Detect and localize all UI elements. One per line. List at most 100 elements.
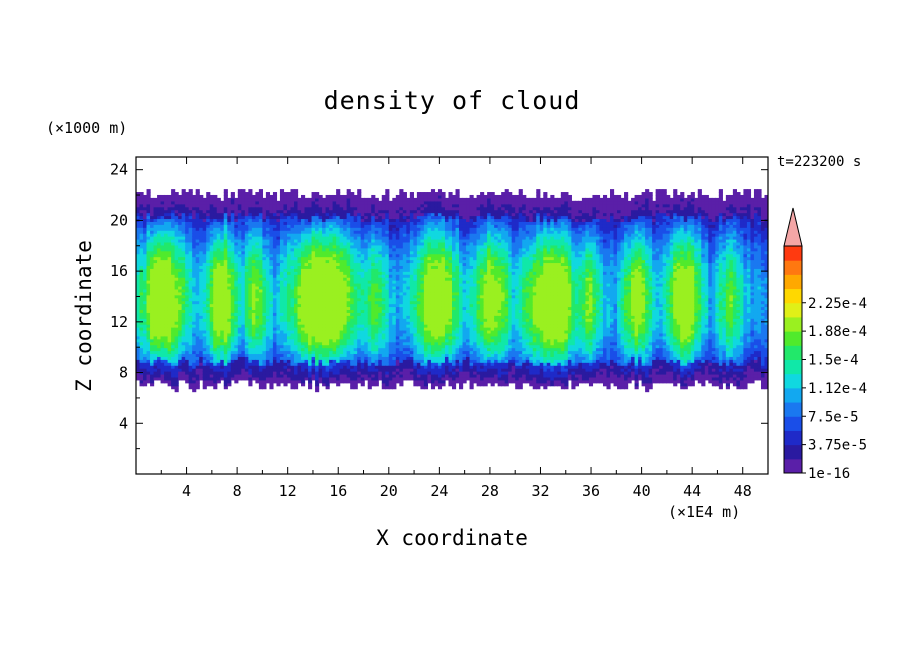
density-cell — [343, 297, 348, 302]
density-cell — [255, 303, 260, 308]
density-cell — [255, 347, 260, 352]
density-cell — [244, 376, 249, 381]
density-cell — [294, 315, 299, 319]
density-cell — [336, 359, 341, 363]
density-cell — [265, 218, 271, 222]
density-cell — [367, 285, 372, 290]
density-cell — [237, 332, 242, 337]
density-cell — [248, 318, 253, 322]
density-cell — [195, 197, 200, 202]
density-cell — [315, 265, 320, 269]
density-cell — [279, 379, 285, 384]
density-cell — [371, 206, 376, 211]
density-cell — [241, 332, 246, 337]
density-cell — [188, 335, 193, 340]
density-cell — [360, 291, 365, 296]
density-cell — [343, 244, 348, 249]
density-cell — [301, 327, 306, 331]
density-cell — [181, 189, 186, 193]
density-cell — [311, 253, 316, 258]
density-cell — [174, 338, 179, 343]
density-cell — [139, 206, 144, 211]
density-cell — [223, 206, 228, 211]
density-cell — [297, 312, 302, 316]
density-cell — [174, 236, 179, 240]
density-cell — [286, 285, 292, 290]
density-cell — [206, 203, 211, 208]
density-cell — [146, 203, 151, 208]
density-cell — [230, 332, 235, 337]
density-cell — [164, 353, 169, 357]
density-cell — [332, 362, 337, 366]
density-cell — [248, 368, 253, 372]
density-cell — [286, 203, 292, 208]
density-cell — [388, 247, 393, 252]
density-cell — [178, 324, 183, 328]
density-cell — [160, 371, 165, 375]
density-cell — [329, 194, 334, 199]
density-cell — [171, 309, 176, 313]
density-cell — [276, 315, 281, 319]
density-cell — [227, 303, 232, 308]
density-cell — [150, 376, 155, 381]
density-cell — [346, 197, 351, 202]
density-cell — [216, 300, 221, 305]
density-cell — [216, 359, 221, 363]
density-cell — [139, 315, 144, 319]
density-cell — [262, 268, 267, 272]
density-cell — [399, 350, 404, 355]
density-cell — [251, 312, 256, 316]
density-cell — [188, 206, 193, 211]
density-cell — [262, 262, 267, 266]
density-cell — [301, 350, 306, 355]
density-cell — [381, 271, 386, 275]
density-cell — [153, 309, 158, 313]
density-cell — [360, 341, 365, 346]
density-cell — [294, 224, 299, 228]
density-cell — [136, 253, 141, 258]
density-cell — [381, 230, 386, 234]
density-cell — [357, 365, 362, 369]
density-cell — [392, 262, 397, 266]
density-cell — [339, 291, 344, 296]
density-cell — [251, 329, 256, 334]
density-cell — [241, 262, 246, 266]
density-cell — [258, 356, 263, 360]
density-cell — [143, 327, 148, 331]
density-cell — [199, 233, 204, 237]
density-cell — [136, 373, 141, 378]
density-cell — [202, 244, 207, 249]
density-cell — [336, 309, 341, 313]
density-cell — [227, 268, 232, 272]
density-cell — [371, 209, 376, 214]
density-cell — [322, 294, 327, 299]
density-cell — [136, 350, 141, 355]
density-cell — [388, 315, 393, 319]
density-cell — [164, 347, 169, 352]
density-cell — [164, 371, 169, 375]
density-cell — [213, 341, 218, 346]
density-cell — [364, 241, 369, 246]
density-cell — [181, 203, 186, 208]
density-cell — [241, 218, 246, 222]
density-cell — [399, 253, 404, 258]
density-cell — [150, 241, 155, 246]
density-cell — [286, 200, 292, 205]
density-cell — [343, 376, 348, 381]
density-cell — [262, 294, 267, 299]
density-cell — [234, 300, 239, 305]
density-cell — [294, 215, 299, 220]
density-cell — [157, 194, 162, 199]
density-cell — [223, 338, 228, 343]
density-cell — [199, 344, 204, 349]
density-cell — [279, 192, 285, 196]
density-cell — [199, 230, 204, 234]
density-cell — [227, 371, 232, 375]
density-cell — [150, 280, 155, 284]
density-cell — [164, 324, 169, 328]
density-cell — [283, 359, 288, 363]
density-cell — [241, 365, 246, 369]
density-cell — [332, 271, 337, 275]
density-cell — [167, 376, 172, 381]
density-cell — [279, 300, 285, 305]
